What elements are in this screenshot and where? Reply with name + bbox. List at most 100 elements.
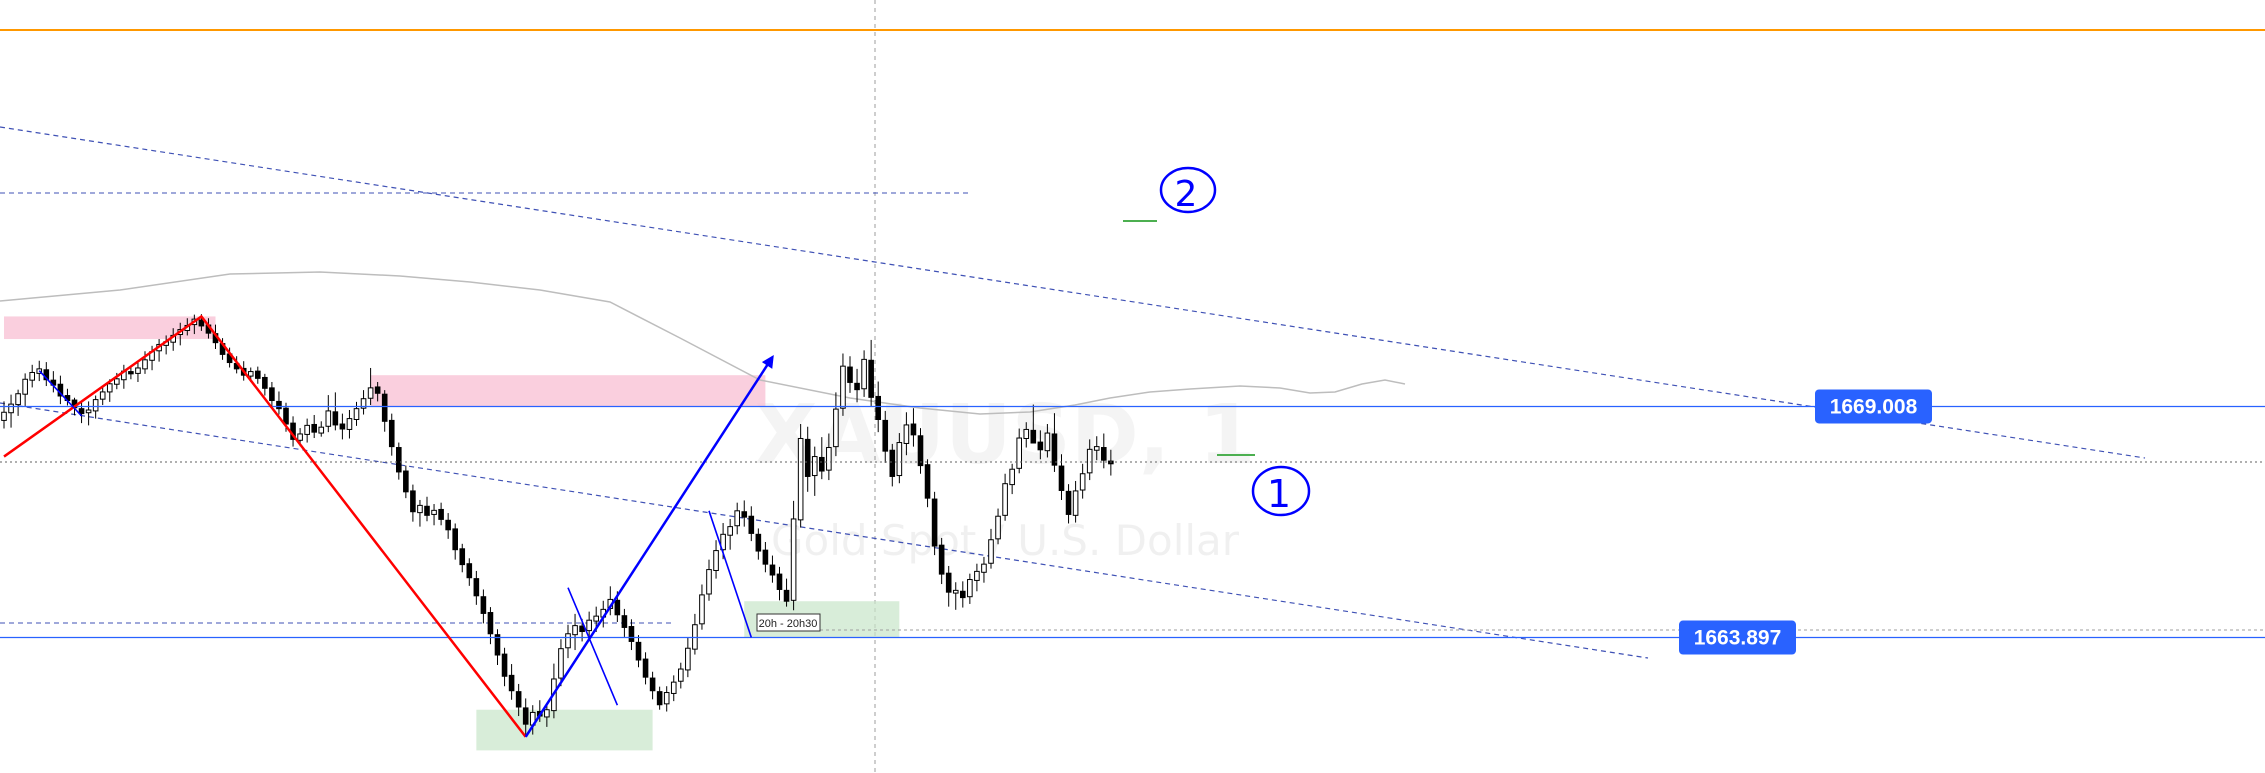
candle-51: [360, 390, 367, 415]
trend-line-3[interactable]: [567, 587, 619, 706]
zone-1[interactable]: [370, 375, 766, 407]
candle-body: [1093, 446, 1100, 451]
candle-body: [396, 447, 402, 473]
candle-body: [360, 398, 367, 409]
level-label-1: 1663.897: [1694, 627, 1782, 650]
candle-141: [995, 508, 1001, 545]
candle-body: [78, 408, 85, 415]
candle-body: [304, 424, 310, 435]
candle-body: [452, 528, 458, 551]
candle-60: [424, 496, 430, 522]
candle-body: [269, 387, 275, 402]
candle-body: [99, 391, 106, 400]
candle-body: [875, 395, 882, 420]
candle-99: [699, 584, 705, 630]
candle-body: [15, 393, 21, 406]
zone-0[interactable]: [4, 316, 216, 340]
candle-15: [106, 379, 113, 402]
candle-body: [833, 408, 839, 448]
candle-134: [945, 565, 952, 607]
candle-139: [981, 556, 987, 583]
candle-body: [614, 599, 621, 616]
candle-body: [494, 634, 501, 656]
candle-body: [635, 641, 642, 661]
trend-line-2[interactable]: [38, 370, 83, 417]
candle-body: [325, 410, 332, 427]
trend-line-1[interactable]: [524, 355, 774, 738]
annotation-1[interactable]: 1: [1251, 465, 1311, 517]
candle-68: [480, 589, 487, 624]
candle-body: [1086, 448, 1093, 474]
level-label-box-1[interactable]: [1679, 620, 1796, 655]
candle-body: [776, 573, 783, 590]
candle-147: [1037, 430, 1044, 460]
candle-body: [727, 526, 733, 536]
candle-111: [783, 578, 790, 607]
candle-8: [57, 375, 64, 405]
candle-body: [1101, 447, 1107, 461]
candle-4: [29, 364, 35, 388]
time-tag-box: [756, 613, 821, 632]
candle-45: [318, 421, 325, 437]
candle-body: [1002, 483, 1008, 516]
candle-body: [720, 533, 726, 551]
upper-dashed-trendline[interactable]: [0, 126, 2146, 459]
candle-49: [346, 410, 353, 439]
zone-2[interactable]: [476, 709, 653, 751]
annotation-2[interactable]: 2: [1159, 166, 1217, 215]
candle-123: [868, 339, 874, 406]
candle-body: [487, 612, 494, 635]
candle-body: [713, 550, 719, 571]
candle-body: [1072, 490, 1079, 516]
candle-70: [494, 629, 501, 665]
candle-22: [156, 339, 162, 362]
candle-114: [804, 426, 811, 492]
candle-54: [381, 390, 388, 432]
candle-body: [1051, 433, 1058, 466]
trend-line-0[interactable]: [3, 314, 527, 738]
candle-127: [896, 433, 903, 484]
candle-95: [670, 675, 677, 702]
candle-83: [586, 611, 592, 639]
candle-53: [374, 381, 381, 402]
candle-97: [685, 637, 691, 678]
candle-126: [889, 443, 896, 487]
time-tag-text: 20h - 20h30: [759, 618, 818, 630]
description-watermark: Gold Spot / U.S. Dollar: [771, 516, 1240, 565]
candle-36: [255, 366, 261, 384]
candle-body: [762, 549, 769, 565]
candle-body: [783, 589, 790, 602]
candle-55: [388, 413, 395, 456]
candle-131: [924, 459, 931, 508]
candle-body: [466, 563, 473, 579]
candle-3: [22, 373, 28, 406]
candle-body: [586, 619, 592, 632]
candle-body: [663, 692, 670, 705]
lower-dashed-trendline[interactable]: [0, 402, 1649, 659]
time-tag[interactable]: 20h - 20h30: [756, 613, 821, 632]
annotation-2-circle: [1159, 166, 1217, 214]
candle-body: [931, 498, 938, 547]
candle-98: [692, 613, 698, 655]
candle-120: [847, 356, 853, 393]
candle-122: [861, 350, 867, 397]
candle-body: [247, 371, 254, 377]
candle-14: [99, 385, 106, 406]
candle-146: [1030, 404, 1037, 444]
candle-44: [311, 414, 317, 439]
candle-94: [663, 686, 670, 712]
candle-body: [1044, 432, 1051, 452]
candle-72: [508, 664, 515, 700]
candles-layer: [1, 314, 1114, 736]
candle-149: [1051, 413, 1058, 472]
level-label-box-0[interactable]: [1815, 389, 1932, 424]
trend-line-4[interactable]: [708, 510, 753, 638]
candle-47: [332, 392, 339, 431]
candle-148: [1044, 424, 1051, 458]
candle-58: [410, 484, 416, 522]
candle-92: [649, 671, 656, 700]
candle-body: [346, 418, 353, 430]
candle-body: [410, 490, 416, 513]
candle-12: [85, 401, 92, 426]
